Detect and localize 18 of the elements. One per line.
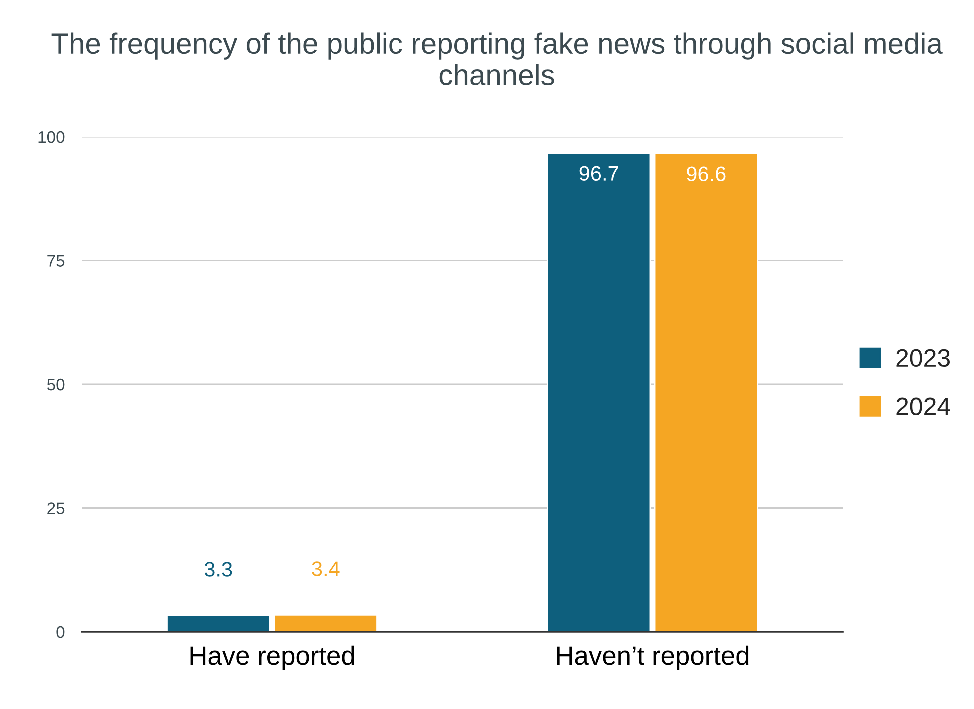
x-tick-label: Haven’t reported [557, 646, 749, 670]
legend-label: 2024 [896, 398, 950, 416]
chart-title: The frequency of the public reporting fake news through social media channels [52, 32, 943, 86]
legend-label: 2023 [896, 349, 950, 368]
data-label: 96.6 [687, 166, 726, 182]
y-tick-label: 0 [56, 626, 65, 638]
bar [166, 614, 271, 632]
bar [654, 153, 758, 632]
y-tick-label: 25 [48, 502, 65, 514]
bar [274, 614, 378, 632]
data-label: 3.4 [312, 562, 340, 576]
y-tick-label: 50 [47, 378, 65, 391]
y-tick-label: 75 [48, 255, 65, 267]
x-tick-label: Have reported [190, 646, 354, 670]
data-label: 96.7 [580, 166, 618, 182]
data-label: 3.3 [204, 562, 232, 577]
y-tick-label: 100 [38, 131, 65, 144]
bar [547, 152, 652, 632]
